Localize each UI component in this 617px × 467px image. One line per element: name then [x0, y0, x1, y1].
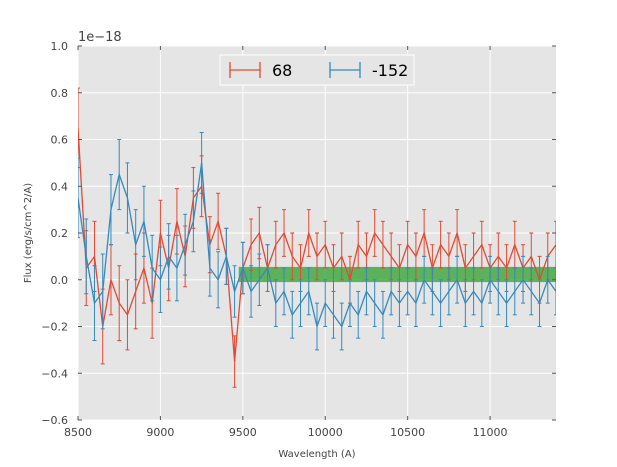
legend-label: 68 — [272, 61, 292, 80]
x-tick-label: 10000 — [308, 426, 343, 439]
y-tick-label: 0.4 — [51, 180, 69, 193]
y-tick-label: 1.0 — [51, 40, 69, 53]
green-band — [238, 266, 556, 283]
y-tick-label: 0.0 — [51, 274, 69, 287]
x-tick-label: 9000 — [146, 426, 174, 439]
series-line — [78, 127, 556, 362]
y-tick-label: 0.8 — [51, 87, 69, 100]
series-layer — [78, 87, 556, 388]
x-tick-label: 9500 — [229, 426, 257, 439]
y-scale-label: 1e−18 — [78, 30, 122, 45]
series-line — [78, 162, 556, 329]
legend-label: -152 — [372, 61, 408, 80]
x-tick-label: 10500 — [390, 426, 425, 439]
x-axis-label: Wavelength (A) — [278, 449, 355, 460]
y-tick-label: −0.4 — [41, 367, 68, 380]
y-tick-label: 0.2 — [51, 227, 69, 240]
y-tick-label: −0.2 — [41, 321, 68, 334]
band-layer — [238, 266, 556, 283]
y-tick-label: −0.6 — [41, 414, 68, 427]
series-0 — [78, 87, 556, 388]
legend-items: 68 -152 — [229, 61, 408, 80]
x-tick-label: 11000 — [473, 426, 508, 439]
x-tick-label: 8500 — [64, 426, 92, 439]
legend-entry-1: -152 — [329, 61, 408, 80]
legend-entry-0: 68 — [229, 61, 292, 80]
tick-layer: 8500 9000 9500 10000 10500 11000 −0.6 −0.4 −0.2 0… — [41, 40, 556, 439]
series-1 — [78, 131, 556, 351]
legend: 68 -152 — [219, 54, 415, 86]
y-axis-label: Flux (erg/s/cm^2/A) — [23, 183, 34, 283]
y-tick-label: 0.6 — [51, 134, 69, 147]
